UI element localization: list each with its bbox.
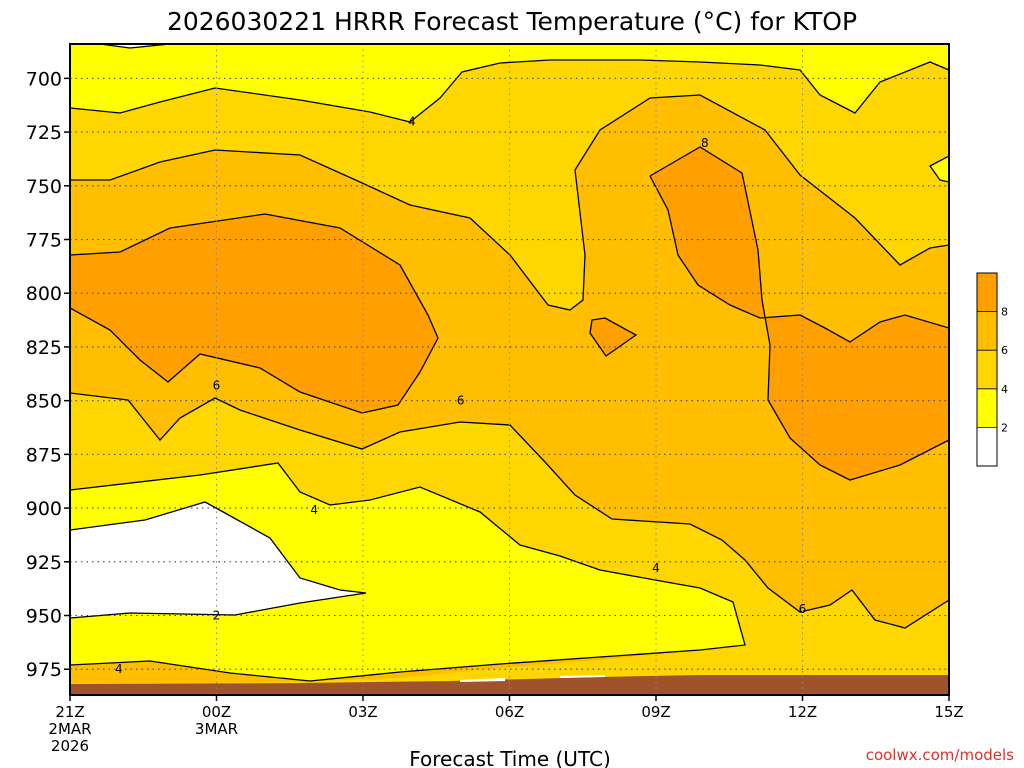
x-tick-label: 09Z — [641, 703, 670, 721]
y-tick-label: 775 — [26, 230, 62, 252]
y-axis: 700 725 750 775 800 825 850 875 900 925 950 975 — [26, 68, 70, 681]
contour-lines — [70, 44, 949, 682]
y-tick-label: 900 — [26, 498, 62, 520]
contour-8-left — [70, 213, 439, 414]
contour-6-lower — [70, 392, 949, 629]
fill-2-4-upper — [70, 44, 949, 122]
colorbar-swatch — [977, 273, 997, 312]
colorbar-frame — [976, 272, 998, 467]
plot-area: 4 8 6 6 4 4 6 2 4 — [70, 44, 949, 695]
colorbar-swatch — [977, 350, 997, 389]
contour-6-upper — [70, 94, 949, 311]
x-tick-label: 2MAR — [48, 720, 91, 738]
colorbar-tick-label: 4 — [1001, 383, 1008, 396]
chart-title: 2026030221 HRRR Forecast Temperature (°C… — [167, 7, 857, 36]
y-tick-label: 725 — [26, 122, 62, 144]
fill-2-4-right — [930, 156, 949, 182]
contour-label: 2 — [213, 609, 221, 623]
contour-8-island — [589, 317, 638, 357]
contour-label: 6 — [799, 602, 807, 616]
credit-text: coolwx.com/models — [866, 746, 1014, 764]
y-tick-label: 700 — [26, 68, 62, 90]
contour-labels: 4 8 6 6 4 4 6 2 4 — [115, 114, 806, 676]
fill-4-6-lower — [70, 393, 949, 695]
fill-2-4-lower — [70, 463, 745, 681]
colorbar-tick-label: 6 — [1001, 344, 1008, 357]
fill-8-10-zone-b — [650, 147, 949, 480]
y-tick-label: 800 — [26, 283, 62, 305]
x-tick-label: 00Z — [202, 703, 231, 721]
contour-label: 6 — [457, 394, 465, 408]
y-tick-label: 950 — [26, 606, 62, 628]
colorbar-swatch — [977, 311, 997, 351]
contour-2-lower — [70, 501, 367, 619]
colorbar-tick-label: 8 — [1001, 306, 1008, 319]
contour-8-right — [649, 146, 949, 481]
contour-label: 4 — [408, 114, 416, 128]
x-tick-label: 06Z — [495, 703, 524, 721]
fill-8-10-zone-c — [590, 318, 636, 356]
contour-2-top — [99, 44, 171, 49]
fill-below-2-lower — [70, 502, 366, 618]
colorbar-tick-label: 2 — [1001, 421, 1008, 434]
y-tick-label: 750 — [26, 176, 62, 198]
x-tick-label: 3MAR — [195, 720, 238, 738]
terrain-fill — [70, 675, 949, 695]
colorbar: 2 4 6 8 — [976, 272, 1008, 467]
x-tick-label: 21Z — [55, 703, 84, 721]
x-axis-label: Forecast Time (UTC) — [409, 747, 611, 768]
y-tick-label: 875 — [26, 444, 62, 466]
contour-4-upper — [70, 59, 949, 123]
x-tick-label: 2026 — [51, 737, 89, 755]
terrain-edge-notch — [460, 675, 605, 682]
contour-label: 4 — [115, 662, 123, 676]
grid-lines — [70, 44, 949, 695]
contour-label: 4 — [310, 503, 318, 517]
x-tick-label: 12Z — [788, 703, 817, 721]
y-tick-label: 825 — [26, 337, 62, 359]
contour-4-lower — [70, 462, 746, 682]
x-tick-label: 15Z — [934, 703, 963, 721]
contour-label: 4 — [652, 561, 660, 575]
y-tick-label: 975 — [26, 659, 62, 681]
contour-8-right-return — [649, 175, 949, 343]
contour-4-right — [929, 155, 949, 183]
colorbar-swatch — [977, 427, 997, 466]
x-tick-label: 03Z — [348, 703, 377, 721]
fill-8-10-zone-a — [70, 214, 438, 413]
contour-label: 8 — [701, 136, 709, 150]
colorbar-swatch — [977, 388, 997, 428]
y-tick-label: 850 — [26, 391, 62, 413]
y-tick-label: 925 — [26, 552, 62, 574]
contour-label: 6 — [213, 379, 221, 393]
